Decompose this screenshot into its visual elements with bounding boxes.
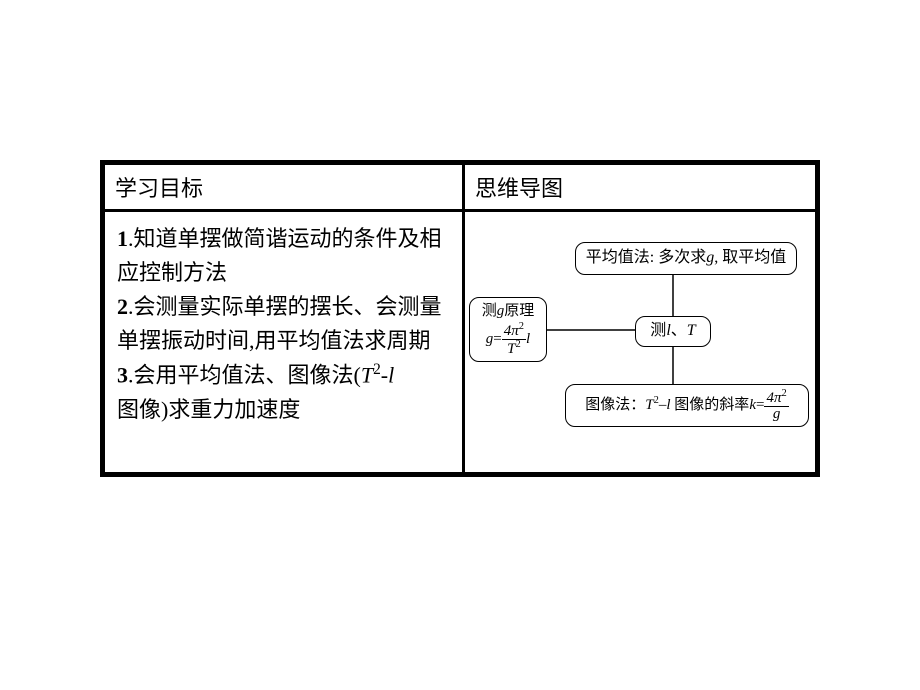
mid-var-T: T	[687, 322, 696, 339]
node-mid: 测l、T	[635, 316, 711, 347]
root-txt-b: 原理	[504, 303, 534, 319]
obj2-number: 2	[117, 294, 128, 319]
obj3-var-l: l	[388, 363, 394, 388]
root-frac: 4π2T2	[502, 322, 526, 357]
root-txt-a: 测	[482, 303, 497, 319]
node-bottom: 图像法：T2–l 图像的斜率k=4π2g	[565, 384, 809, 427]
bot-var-k: k	[749, 397, 756, 413]
root-den-sup: 2	[515, 339, 520, 350]
bot-text-a: 图像法：	[585, 397, 645, 413]
obj3-text-b: 图像)求重力加速度	[117, 397, 300, 422]
header-right: 思维导图	[465, 165, 815, 209]
header-row: 学习目标 思维导图	[105, 165, 815, 212]
root-eq-eq: =	[493, 330, 501, 346]
objective-1: 1.知道单摆做简谐运动的条件及相应控制方法	[117, 222, 450, 290]
bot-num-sup: 2	[781, 388, 786, 399]
objective-3: 3.会用平均值法、图像法(T2-l 图像)求重力加速度	[117, 358, 450, 427]
header-left: 学习目标	[105, 165, 465, 209]
objective-2: 2.会测量实际单摆的摆长、会测量单摆振动时间,用平均值法求周期	[117, 290, 450, 358]
root-title: 测g原理	[476, 302, 540, 322]
obj3-sup: 2	[373, 361, 381, 378]
mindmap-cell: 测g原理 g=4π2T2l 平均值法: 多次求g, 取平均值 测l、T 图像法：…	[465, 212, 815, 472]
obj3-text-a: .会用平均值法、图像法(	[128, 363, 361, 388]
obj3-number: 3	[117, 363, 128, 388]
node-root: 测g原理 g=4π2T2l	[469, 297, 547, 362]
top-text-a: 平均值法: 多次求	[586, 249, 706, 266]
mid-text-a: 测	[650, 322, 666, 339]
obj1-number: 1	[117, 226, 128, 251]
body-row: 1.知道单摆做简谐运动的条件及相应控制方法 2.会测量实际单摆的摆长、会测量单摆…	[105, 212, 815, 472]
root-formula: g=4π2T2l	[476, 322, 540, 357]
obj3-var-T: T	[361, 363, 373, 388]
obj3-dash: -	[381, 363, 388, 388]
root-num-a: 4π	[504, 323, 519, 339]
bot-var-T: T	[645, 397, 653, 413]
top-text-b: , 取平均值	[714, 249, 786, 266]
bot-den: g	[773, 406, 781, 422]
mid-sep: 、	[671, 322, 687, 339]
node-top: 平均值法: 多次求g, 取平均值	[575, 242, 797, 275]
bot-num-a: 4π	[766, 390, 781, 406]
root-eq-l: l	[526, 330, 530, 346]
bot-eq: =	[756, 397, 764, 413]
root-num-sup: 2	[519, 321, 524, 332]
obj1-text: .知道单摆做简谐运动的条件及相应控制方法	[117, 226, 442, 285]
bot-frac: 4π2g	[764, 389, 788, 422]
bot-text-b: 图像的斜率	[671, 397, 750, 413]
obj2-text: .会测量实际单摆的摆长、会测量单摆振动时间,用平均值法求周期	[117, 294, 442, 353]
main-table: 学习目标 思维导图 1.知道单摆做简谐运动的条件及相应控制方法 2.会测量实际单…	[100, 160, 820, 477]
objectives-cell: 1.知道单摆做简谐运动的条件及相应控制方法 2.会测量实际单摆的摆长、会测量单摆…	[105, 212, 465, 472]
